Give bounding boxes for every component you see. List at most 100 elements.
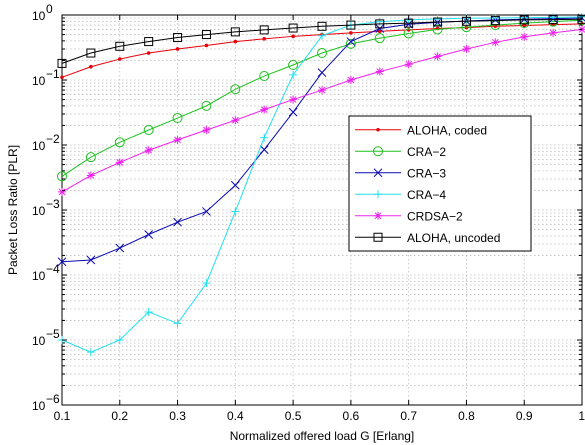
data-point bbox=[288, 23, 298, 33]
y-tick-label: 10 0 bbox=[32, 2, 53, 23]
y-tick-label: 10 −5 bbox=[32, 327, 60, 348]
data-point bbox=[86, 171, 95, 180]
data-point bbox=[58, 187, 66, 196]
data-point bbox=[86, 348, 95, 357]
data-point bbox=[230, 180, 240, 190]
data-point bbox=[375, 24, 385, 33]
data-point bbox=[231, 116, 240, 125]
data-point bbox=[201, 100, 212, 111]
data-point bbox=[374, 190, 382, 199]
data-point bbox=[374, 33, 385, 44]
legend-entry: ALOHA, uncoded bbox=[355, 231, 500, 245]
data-point bbox=[491, 38, 500, 47]
y-tick-base: 10 bbox=[32, 334, 46, 348]
data-point bbox=[377, 29, 382, 34]
y-tick-exponent: 0 bbox=[46, 2, 53, 16]
data-point bbox=[143, 125, 154, 136]
data-point bbox=[60, 75, 64, 80]
data-point bbox=[549, 28, 558, 37]
data-point bbox=[89, 64, 93, 69]
data-point bbox=[349, 31, 353, 35]
x-axis-label: Normalized offered load G [Erlang] bbox=[230, 429, 415, 443]
data-point bbox=[404, 60, 413, 69]
data-point bbox=[346, 20, 356, 30]
data-point bbox=[403, 28, 414, 39]
x-tick-label: 0.7 bbox=[400, 409, 417, 423]
data-point bbox=[373, 146, 383, 157]
x-tick-label: 0.6 bbox=[343, 409, 360, 423]
x-tick-label: 1 bbox=[578, 409, 585, 423]
data-point bbox=[175, 47, 180, 51]
y-tick-base: 10 bbox=[32, 74, 46, 88]
data-point bbox=[376, 127, 380, 132]
data-point bbox=[85, 152, 96, 163]
legend-label: ALOHA, uncoded bbox=[407, 231, 500, 245]
y-tick-base: 10 bbox=[32, 204, 46, 218]
data-point bbox=[432, 24, 443, 35]
data-point bbox=[173, 135, 182, 144]
data-point bbox=[231, 207, 240, 216]
legend-label: CRA−2 bbox=[407, 145, 446, 159]
data-point bbox=[522, 23, 527, 28]
data-point bbox=[86, 255, 96, 265]
series-line bbox=[61, 18, 583, 64]
data-point bbox=[172, 113, 183, 124]
y-tick-base: 10 bbox=[32, 269, 46, 283]
data-point bbox=[115, 243, 125, 253]
legend-label: CRA−4 bbox=[407, 188, 446, 202]
data-point bbox=[144, 307, 153, 316]
series-square bbox=[57, 14, 585, 68]
data-point bbox=[318, 86, 326, 95]
x-tick-label: 0.5 bbox=[285, 409, 302, 423]
data-point bbox=[317, 48, 327, 59]
data-point bbox=[375, 19, 385, 29]
x-tick-label: 0.9 bbox=[516, 409, 533, 423]
x-tick-label: 0.8 bbox=[458, 409, 475, 423]
data-point bbox=[289, 70, 298, 79]
data-point bbox=[317, 68, 327, 77]
legend-box bbox=[348, 115, 532, 252]
data-point bbox=[288, 60, 299, 71]
x-tick-label: 0.2 bbox=[111, 409, 128, 423]
data-point bbox=[57, 171, 67, 182]
data-point bbox=[346, 76, 355, 84]
data-point bbox=[230, 84, 241, 95]
data-point bbox=[115, 336, 124, 344]
data-point bbox=[433, 52, 442, 61]
x-tick-label: 0.4 bbox=[227, 409, 244, 423]
data-point bbox=[115, 41, 125, 51]
data-point bbox=[259, 71, 270, 82]
data-point bbox=[173, 217, 182, 227]
data-point bbox=[373, 168, 383, 178]
legend-entry: CRDSA−2 bbox=[355, 209, 463, 223]
y-tick-label: 10 −1 bbox=[32, 67, 60, 88]
y-tick-base: 10 bbox=[32, 139, 46, 153]
data-point bbox=[374, 211, 382, 220]
data-point bbox=[114, 137, 125, 148]
data-point bbox=[260, 105, 269, 114]
y-tick-exponent: −2 bbox=[46, 132, 60, 146]
y-tick-exponent: −6 bbox=[46, 392, 60, 406]
legend-entry: CRA−4 bbox=[355, 188, 446, 202]
data-point bbox=[346, 37, 356, 46]
data-point bbox=[259, 25, 269, 35]
legend: ALOHA, coded CRA−2 CRA−3 CRA−4 CRDSA−2 ALOHA,… bbox=[348, 115, 532, 252]
data-point bbox=[57, 257, 67, 267]
data-point bbox=[144, 146, 153, 155]
legend-entry: CRA−2 bbox=[355, 145, 446, 159]
y-tick-base: 10 bbox=[32, 399, 46, 413]
y-tick-exponent: −4 bbox=[46, 262, 60, 276]
data-point bbox=[462, 44, 471, 53]
data-point bbox=[375, 67, 384, 76]
y-tick-label: 10 −3 bbox=[32, 197, 60, 218]
data-point bbox=[233, 39, 238, 44]
data-point bbox=[433, 17, 443, 27]
x-tick-label: 0.3 bbox=[169, 409, 186, 423]
y-tick-base: 10 bbox=[32, 9, 46, 23]
data-point bbox=[86, 48, 96, 58]
data-point bbox=[201, 30, 211, 40]
data-point bbox=[173, 33, 183, 43]
data-point bbox=[57, 58, 67, 68]
